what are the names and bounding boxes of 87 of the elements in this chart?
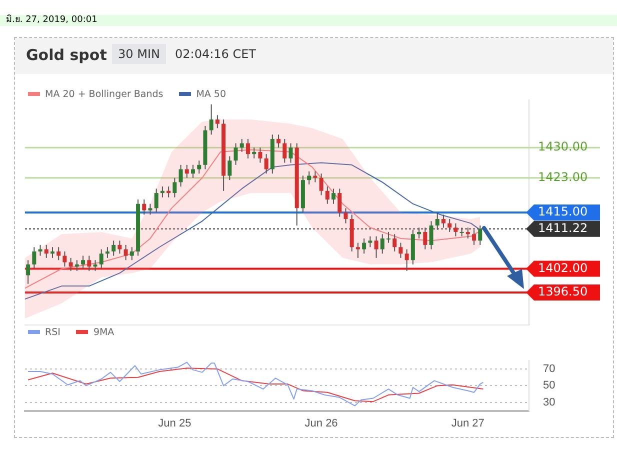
candlestick <box>380 234 384 254</box>
x-tick-label: Jun 26 <box>304 417 338 430</box>
candlestick <box>99 248 104 270</box>
candlestick <box>478 224 482 246</box>
candlestick <box>160 186 164 198</box>
candlestick <box>142 199 146 216</box>
candlestick <box>435 212 440 230</box>
candlestick <box>93 260 98 272</box>
candlestick <box>325 186 330 204</box>
candlestick <box>288 142 293 164</box>
candlestick <box>313 170 318 183</box>
candlestick <box>460 227 464 237</box>
candlestick <box>74 260 79 272</box>
candlestick <box>166 186 171 198</box>
candlestick <box>240 138 244 152</box>
candlestick <box>417 227 422 239</box>
candlestick <box>148 203 152 216</box>
ref-line-label: 1411.22 <box>538 220 588 235</box>
candlestick <box>374 236 378 258</box>
candlestick <box>258 147 262 164</box>
candlestick <box>448 218 452 232</box>
candlestick <box>307 170 312 185</box>
candlestick <box>154 188 158 213</box>
ref-line-label: 1402.00 <box>538 260 588 275</box>
candlestick <box>386 231 390 244</box>
candlestick <box>112 240 116 256</box>
ref-line-label: 1430.00 <box>538 140 588 154</box>
x-tick-label: Jun 25 <box>158 417 192 430</box>
candlestick <box>423 227 428 250</box>
candlestick <box>338 188 342 218</box>
candlestick <box>319 173 324 196</box>
candlestick <box>429 220 434 250</box>
candlestick <box>466 227 470 239</box>
candlestick <box>246 138 250 159</box>
candlestick <box>118 240 122 254</box>
candlestick <box>441 214 446 228</box>
text: มิ.ย. 27, 2019, 00:01 <box>0 15 617 26</box>
ref-line-label: 1423.00 <box>538 170 588 184</box>
candlestick <box>234 142 238 166</box>
chart-title: Gold spot <box>26 46 107 64</box>
legend-label: RSI <box>44 327 60 338</box>
candlestick <box>87 255 92 272</box>
candlestick <box>228 156 232 181</box>
candlestick <box>184 164 189 178</box>
candlestick <box>344 208 348 224</box>
x-tick-label: Jun 27 <box>451 417 484 430</box>
ref-line-label: 1396.50 <box>538 284 588 299</box>
candlestick <box>362 238 366 254</box>
candlestick <box>105 246 110 258</box>
candlestick <box>56 246 61 261</box>
candlestick <box>209 104 214 136</box>
candlestick <box>276 134 281 148</box>
candlestick <box>398 242 403 258</box>
candlestick <box>178 164 183 188</box>
legend-label: 9MA <box>92 327 114 338</box>
candlestick <box>356 242 360 258</box>
candlestick <box>197 160 202 174</box>
candlestick <box>38 244 42 256</box>
y-tick-label: 50 <box>543 380 556 392</box>
candlestick <box>130 246 134 261</box>
candlestick <box>392 234 397 252</box>
candlestick <box>215 114 220 129</box>
candlestick <box>454 222 458 237</box>
candlestick <box>264 154 268 174</box>
candlestick <box>252 147 256 159</box>
candlestick <box>44 244 48 258</box>
candlestick <box>172 177 177 198</box>
candlestick <box>368 236 372 248</box>
candlestick <box>404 248 409 272</box>
candlestick <box>62 250 67 268</box>
candlestick <box>26 260 30 284</box>
candlestick <box>32 246 36 270</box>
chart-subtitle: 30 MIN <box>112 44 166 64</box>
ref-line-label: 1415.00 <box>538 204 588 219</box>
candlestick <box>124 244 128 261</box>
legend-label: MA 20 + Bollinger Bands <box>44 89 164 100</box>
y-tick-label: 30 <box>543 396 556 408</box>
y-tick-label: 70 <box>543 363 556 375</box>
candlestick <box>472 229 476 246</box>
text: 02:04:16 CET <box>175 47 256 61</box>
candlestick <box>50 246 54 258</box>
candlestick <box>81 255 86 270</box>
candlestick <box>191 164 195 178</box>
candlestick <box>282 138 287 164</box>
candlestick <box>332 188 336 204</box>
legend-label: MA 50 <box>195 89 226 100</box>
candlestick <box>68 257 73 272</box>
